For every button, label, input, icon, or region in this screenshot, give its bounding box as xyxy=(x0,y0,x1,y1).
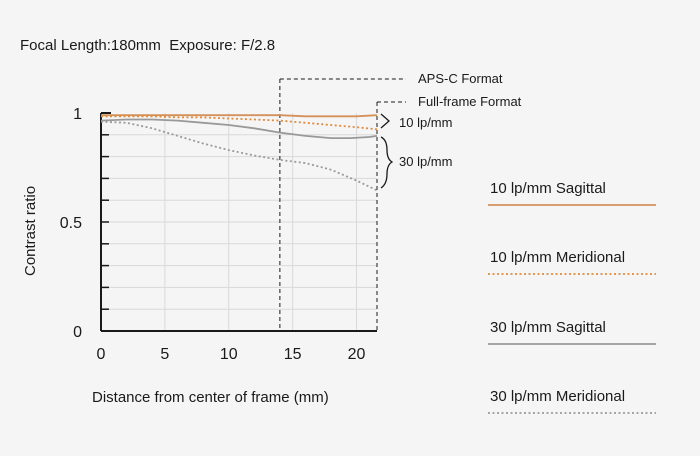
brace-10lpmm xyxy=(380,113,390,129)
y-tick-label: 1 xyxy=(73,106,82,123)
brace-10lpmm-label: 10 lp/mm xyxy=(399,115,452,130)
series-line-4 xyxy=(100,120,378,192)
legend: 10 lp/mm Sagittal 10 lp/mm Meridional 30 l… xyxy=(488,180,656,414)
x-tick-label: 15 xyxy=(284,346,302,363)
x-axis-label: Distance from center of frame (mm) xyxy=(92,389,329,406)
fullframe-format-label: Full-frame Format xyxy=(418,94,522,109)
tick-labels: 0 5 10 15 20 0 0.5 1 xyxy=(60,106,366,363)
series-lines xyxy=(100,114,378,192)
chart-title: Focal Length:180mm Exposure: F/2.8 xyxy=(20,37,275,54)
y-tick-label: 0.5 xyxy=(60,215,82,232)
series-line-2 xyxy=(101,115,378,131)
series-line-3 xyxy=(100,118,378,140)
x-tick-label: 10 xyxy=(220,346,238,363)
series-line-1 xyxy=(101,114,378,118)
apsc-format-label: APS-C Format xyxy=(418,71,503,86)
legend-label-2: 10 lp/mm Meridional xyxy=(490,249,625,266)
brace-annotations: 10 lp/mm 30 lp/mm xyxy=(380,113,452,189)
y-tick-label: 0 xyxy=(73,324,82,341)
format-markers: APS-C Format Full-frame Format xyxy=(279,71,522,331)
plot-grid xyxy=(101,113,377,331)
brace-30lpmm-label: 30 lp/mm xyxy=(399,154,452,169)
legend-label-3: 30 lp/mm Sagittal xyxy=(490,319,606,336)
legend-label-1: 10 lp/mm Sagittal xyxy=(490,180,606,197)
x-tick-label: 20 xyxy=(348,346,366,363)
plot-axes xyxy=(100,112,377,332)
legend-label-4: 30 lp/mm Meridional xyxy=(490,388,625,405)
y-axis-label: Contrast ratio xyxy=(22,186,39,276)
x-tick-label: 0 xyxy=(97,346,106,363)
brace-30lpmm xyxy=(380,136,394,189)
x-tick-label: 5 xyxy=(160,346,169,363)
